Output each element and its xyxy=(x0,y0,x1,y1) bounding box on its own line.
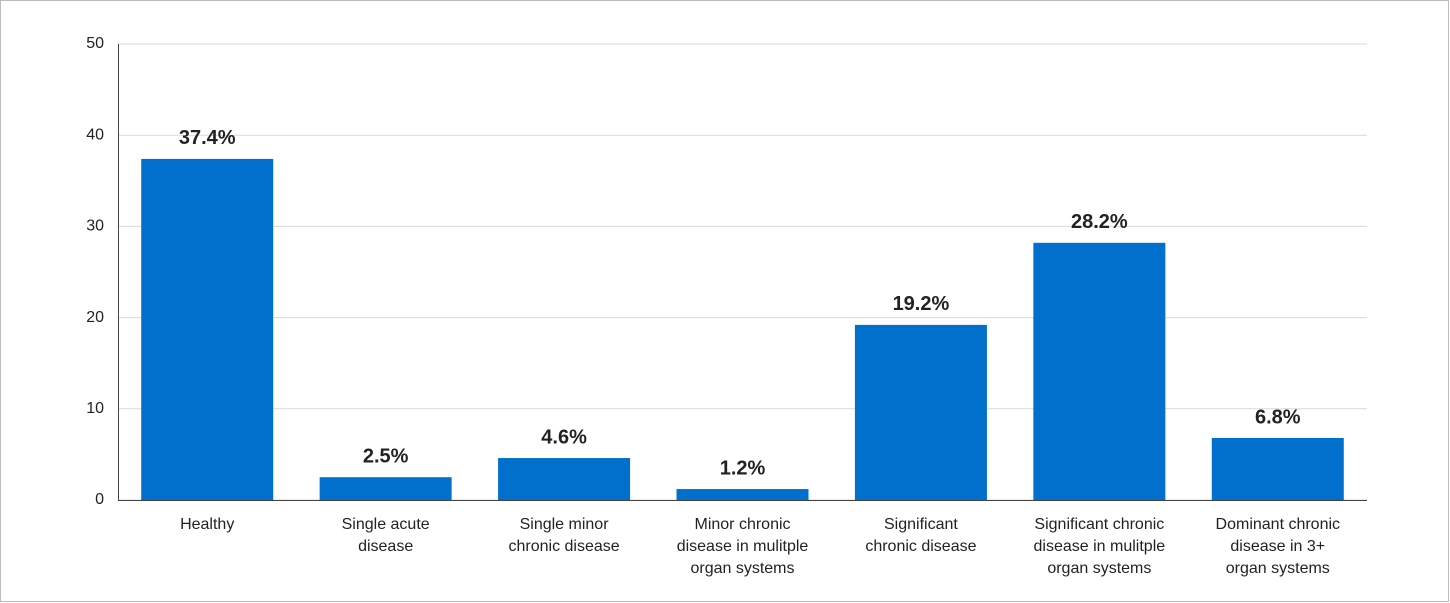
bar xyxy=(141,158,274,501)
x-tick-label: Minor chronic disease in mulitple organ sy… xyxy=(677,516,809,577)
y-tick-label: 40 xyxy=(86,126,104,143)
y-tick-label: 50 xyxy=(86,35,104,52)
y-tick-label: 30 xyxy=(86,218,104,235)
value-label: 4.6% xyxy=(541,426,587,448)
bar xyxy=(1211,437,1344,500)
bar xyxy=(1033,242,1166,501)
y-tick-label: 20 xyxy=(86,309,104,326)
bar xyxy=(854,324,987,500)
bar xyxy=(676,489,809,500)
value-label: 37.4% xyxy=(179,127,236,149)
bar xyxy=(319,477,452,500)
x-tick-label: Dominant chronic disease in 3+ organ syste… xyxy=(1216,516,1341,577)
value-label: 19.2% xyxy=(893,293,950,315)
x-tick-label: Single minor chronic disease xyxy=(508,516,619,555)
bar xyxy=(498,458,631,500)
x-tick-label: Significant chronic disease in mulitple or… xyxy=(1034,516,1166,577)
value-label: 28.2% xyxy=(1071,211,1128,233)
value-label: 6.8% xyxy=(1255,406,1301,428)
value-label: 1.2% xyxy=(720,457,766,479)
value-label: 2.5% xyxy=(363,445,409,467)
x-tick-label: Significant chronic disease xyxy=(865,516,976,555)
x-tick-label: Healthy xyxy=(180,516,234,533)
x-tick-label: Single acute disease xyxy=(342,516,430,555)
y-tick-label: 0 xyxy=(95,491,104,508)
y-tick-label: 10 xyxy=(86,400,104,417)
